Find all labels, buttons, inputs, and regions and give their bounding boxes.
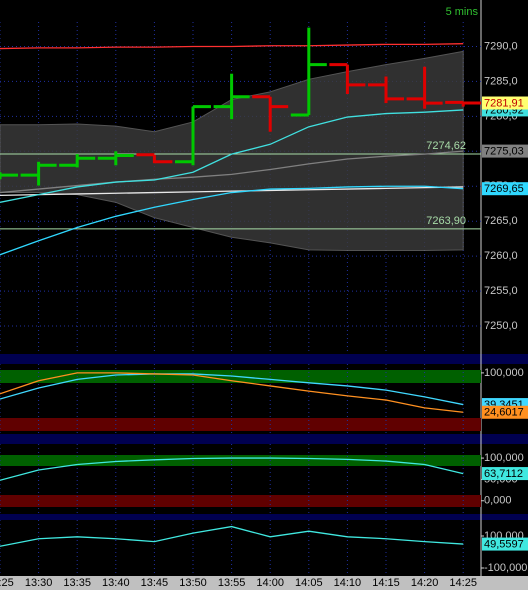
price-tag — [482, 467, 528, 481]
separator — [0, 434, 528, 444]
bollinger-band — [0, 50, 464, 252]
time-axis — [0, 576, 528, 590]
price-tag-label: 24,6017 — [484, 407, 524, 419]
y-tick-label: 7255,0 — [484, 285, 518, 297]
price-tag — [482, 182, 528, 196]
timeframe-label: 5 mins — [446, 6, 479, 18]
overbought-zone — [0, 455, 481, 466]
x-tick-label: 14:25 — [449, 577, 477, 589]
y-tick-label: 7260,0 — [484, 250, 518, 262]
price-tag-label: 63,7112 — [484, 468, 523, 480]
price-tag — [482, 96, 528, 110]
price-tag-label: 7269,65 — [484, 183, 524, 195]
panel — [0, 364, 481, 434]
x-tick-label: 14:15 — [372, 577, 400, 589]
x-tick-label: 14:05 — [295, 577, 323, 589]
y-tick-label: 7250,0 — [484, 320, 518, 332]
series-line — [0, 109, 464, 203]
y-tick-label: 7265,0 — [484, 215, 518, 227]
price-tag — [482, 144, 528, 158]
series-line — [0, 43, 464, 50]
series-line — [0, 185, 464, 256]
series-line — [0, 525, 464, 547]
series-line — [0, 457, 464, 481]
y-tick-label: 100,000 — [484, 367, 524, 379]
series-line — [0, 150, 464, 194]
price-tag-label: 7281,91 — [484, 97, 524, 109]
level-label: 7263,90 — [426, 215, 466, 227]
x-tick-label: 13:30 — [25, 577, 53, 589]
x-tick-label: 13:40 — [102, 577, 130, 589]
x-tick-label: 14:20 — [411, 577, 439, 589]
y-tick-label: -100,000 — [484, 562, 527, 574]
series-line — [0, 373, 464, 406]
panel — [0, 520, 464, 576]
price-tag — [482, 537, 528, 551]
separator — [0, 354, 528, 364]
x-tick-label: 13:55 — [218, 577, 246, 589]
x-tick-label: 13:45 — [141, 577, 169, 589]
oversold-zone — [0, 495, 481, 507]
series-line — [0, 186, 464, 196]
x-tick-label: 13:35 — [63, 577, 91, 589]
y-tick-label: 100,000 — [484, 452, 524, 464]
level-label: 7274,62 — [426, 140, 466, 152]
panel: 7274,62 7263,90 — [0, 22, 481, 354]
y-tick-label: 0,000 — [484, 495, 512, 507]
price-tag — [482, 405, 528, 419]
oversold-zone — [0, 418, 481, 431]
separator — [0, 514, 528, 520]
y-tick-label: 7290,0 — [484, 40, 518, 52]
x-tick-label: 14:00 — [256, 577, 284, 589]
y-tick-label: 7285,0 — [484, 75, 518, 87]
series-line — [0, 372, 464, 413]
x-tick-label: 14:10 — [334, 577, 362, 589]
price-tag-label: 7275,03 — [484, 146, 524, 158]
panel — [0, 444, 481, 514]
x-tick-label: 13:25 — [0, 577, 14, 589]
x-tick-label: 13:50 — [179, 577, 207, 589]
price-tag-label: 49,5597 — [484, 538, 524, 550]
